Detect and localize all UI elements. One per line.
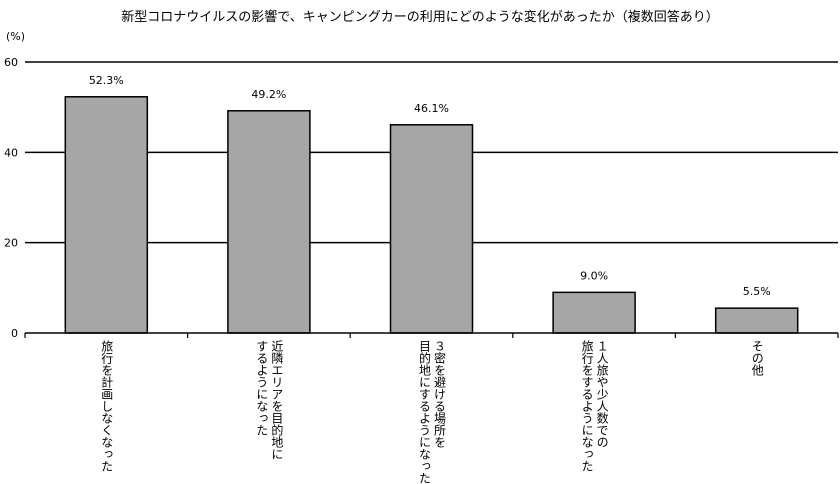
- bar: [64, 96, 149, 334]
- category-label: １人旅や少人数での 旅行をするようになった: [580, 340, 610, 472]
- bar-value-label: 46.1%: [414, 102, 449, 115]
- y-axis-unit-label: (%): [6, 30, 25, 43]
- bar-value-label: 9.0%: [580, 269, 608, 282]
- bar-value-label: 5.5%: [743, 285, 771, 298]
- bar-value-label: 52.3%: [89, 74, 124, 87]
- bar-value-label: 49.2%: [251, 88, 286, 101]
- bar: [227, 110, 311, 334]
- y-tick-label: 60: [4, 56, 18, 69]
- value-labels: 52.3% 49.2% 46.1% 9.0% 5.5%: [89, 74, 771, 298]
- bar: [714, 307, 799, 334]
- y-tick-label: 40: [4, 146, 18, 159]
- y-tick-label: 0: [11, 327, 18, 340]
- category-label: その他: [750, 340, 765, 376]
- bar: [389, 124, 474, 334]
- chart-title: 新型コロナウイルスの影響で、キャンピングカーの利用にどのような変化があったか（複…: [121, 10, 719, 25]
- category-label: 旅行を計画しなくなった: [99, 340, 114, 472]
- category-label: 近隣エリアを目的地に するようになった: [254, 340, 284, 460]
- y-tick-labels: 0 20 40 60: [4, 56, 18, 340]
- bars: [64, 96, 799, 334]
- x-axis: [24, 332, 839, 338]
- bar: [552, 291, 636, 334]
- category-label: ３密を避ける場所を 目的地にするようになった: [417, 340, 447, 484]
- y-tick-label: 20: [4, 237, 18, 250]
